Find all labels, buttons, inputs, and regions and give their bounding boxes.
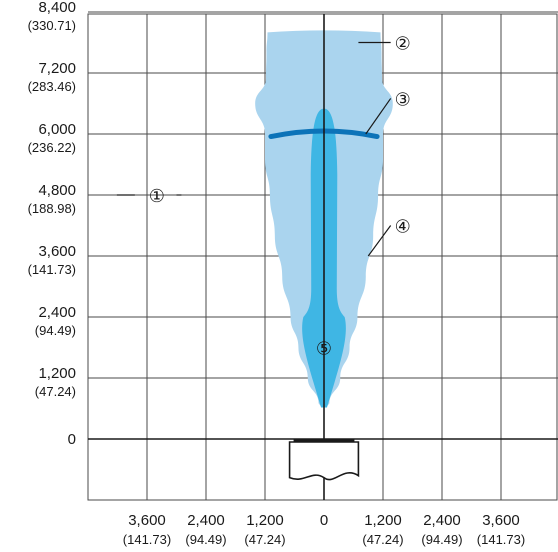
callout-number: ① xyxy=(149,186,165,207)
y-tick-sublabel: (283.46) xyxy=(28,79,76,94)
y-tick-label: 6,000 xyxy=(38,121,76,138)
y-tick-sublabel: (330.71) xyxy=(28,18,76,33)
y-tick-sublabel: (94.49) xyxy=(35,323,76,338)
y-tick-label: 4,800 xyxy=(38,182,76,199)
x-tick-sublabel: (141.73) xyxy=(123,532,171,547)
y-tick-sublabel: (236.22) xyxy=(28,140,76,155)
sensor-body xyxy=(288,441,360,481)
tick-labels: 8,400 (330.71) 7,200 (283.46) 6,000 (236.22) 4… xyxy=(28,0,526,547)
x-tick-sublabel: (94.49) xyxy=(185,532,226,547)
x-tick-label: 3,600 xyxy=(482,512,520,529)
plot-frame xyxy=(87,13,558,501)
y-tick-label: 2,400 xyxy=(38,304,76,321)
y-tick-sublabel: (188.98) xyxy=(28,201,76,216)
x-tick-sublabel: (47.24) xyxy=(244,532,285,547)
x-tick-label: 2,400 xyxy=(187,512,225,529)
y-tick-label: 7,200 xyxy=(38,60,76,77)
y-tick-sublabel: (141.73) xyxy=(28,262,76,277)
y-tick-label: 0 xyxy=(68,431,76,448)
x-tick-sublabel: (94.49) xyxy=(421,532,462,547)
x-tick-label: 1,200 xyxy=(246,512,284,529)
x-tick-label: 2,400 xyxy=(423,512,461,529)
y-tick-label: 1,200 xyxy=(38,365,76,382)
sensor-outline xyxy=(288,439,360,481)
x-tick-sublabel: (141.73) xyxy=(477,532,525,547)
callouts: ② ③ ① ④ ⑤ xyxy=(116,34,411,360)
y-tick-label: 8,400 xyxy=(38,0,76,16)
callout-leader xyxy=(365,98,392,135)
y-tick-label: 3,600 xyxy=(38,243,76,260)
x-tick-label: 0 xyxy=(320,512,328,529)
x-tick-label: 3,600 xyxy=(128,512,166,529)
callout-number: ② xyxy=(395,34,411,55)
y-tick-sublabel: (47.24) xyxy=(35,384,76,399)
x-tick-sublabel: (47.24) xyxy=(362,532,403,547)
callout-number: ③ xyxy=(395,89,411,110)
callout-number: ⑤ xyxy=(316,339,332,360)
callout-leader xyxy=(367,225,392,257)
x-tick-label: 1,200 xyxy=(364,512,402,529)
callout-number: ④ xyxy=(395,217,411,238)
sensor-cap xyxy=(293,439,355,443)
